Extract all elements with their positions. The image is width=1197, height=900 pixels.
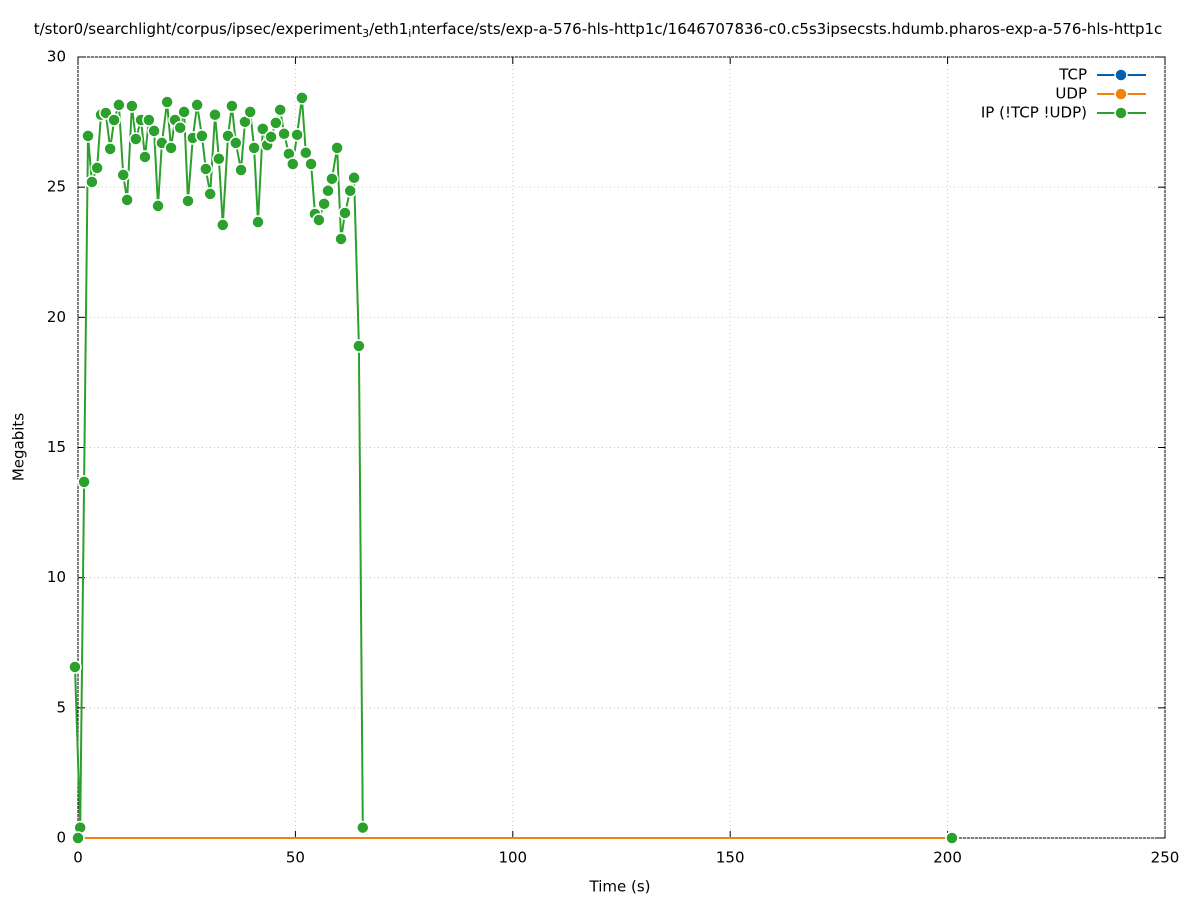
x-tick-label: 100	[498, 849, 527, 867]
data-point	[151, 199, 165, 213]
y-tick-label: 0	[56, 829, 66, 847]
data-point	[277, 127, 291, 141]
data-point	[334, 232, 348, 246]
data-point	[251, 215, 265, 229]
data-point	[352, 339, 366, 353]
x-axis-label: Time (s)	[589, 878, 651, 896]
data-point	[317, 197, 331, 211]
data-point	[338, 206, 352, 220]
data-point	[85, 175, 99, 189]
data-point	[160, 95, 174, 109]
legend-label: TCP	[1058, 66, 1087, 84]
data-point	[229, 136, 243, 150]
legend-label: UDP	[1055, 85, 1087, 103]
data-point	[225, 99, 239, 113]
data-point	[347, 171, 361, 185]
x-tick-label: 0	[73, 849, 83, 867]
y-axis-label: Megabits	[10, 413, 28, 481]
series-line	[75, 98, 952, 838]
data-point	[273, 103, 287, 117]
legend-swatch	[1114, 87, 1128, 101]
data-point	[147, 124, 161, 138]
data-point	[68, 660, 82, 674]
y-tick-label: 15	[47, 438, 66, 456]
data-point	[120, 193, 134, 207]
x-tick-label: 150	[716, 849, 745, 867]
data-point	[243, 105, 257, 119]
legend-swatch	[1114, 68, 1128, 82]
data-point	[190, 98, 204, 112]
data-point	[195, 129, 209, 143]
data-point	[125, 99, 139, 113]
x-tick-label: 250	[1151, 849, 1180, 867]
data-point	[173, 121, 187, 135]
chart-title: t/stor0/searchlight/corpus/ipsec/experim…	[34, 20, 1163, 41]
data-point	[181, 194, 195, 208]
x-tick-label: 200	[933, 849, 962, 867]
data-point	[71, 831, 85, 845]
data-point	[142, 113, 156, 127]
data-point	[286, 157, 300, 171]
data-point	[112, 98, 126, 112]
data-point	[107, 113, 121, 127]
data-point	[199, 162, 213, 176]
data-point	[208, 108, 222, 122]
data-point	[330, 141, 344, 155]
data-point	[138, 150, 152, 164]
data-point	[299, 146, 313, 160]
data-point	[295, 91, 309, 105]
data-point	[321, 184, 335, 198]
data-point	[129, 132, 143, 146]
data-point	[356, 820, 370, 835]
data-point	[343, 184, 357, 198]
data-point	[304, 157, 318, 171]
data-point	[203, 187, 217, 201]
y-tick-label: 25	[47, 178, 66, 196]
data-point	[116, 168, 130, 182]
data-point	[103, 142, 117, 156]
data-point	[247, 141, 261, 155]
data-point	[290, 128, 304, 142]
data-point	[81, 129, 95, 143]
data-point	[264, 130, 278, 144]
legend-swatch	[1114, 106, 1128, 120]
data-point	[90, 161, 104, 175]
y-tick-label: 10	[47, 568, 66, 586]
data-point	[177, 105, 191, 119]
x-tick-label: 50	[286, 849, 305, 867]
data-point	[325, 172, 339, 186]
data-point	[212, 152, 226, 166]
data-point	[945, 831, 959, 845]
data-point	[256, 122, 270, 136]
data-point	[77, 475, 91, 489]
y-tick-label: 20	[47, 308, 66, 326]
y-tick-label: 5	[56, 698, 66, 716]
data-point	[164, 141, 178, 155]
y-tick-label: 30	[47, 48, 66, 66]
data-point	[234, 163, 248, 177]
data-point	[312, 213, 326, 227]
data-point	[216, 218, 230, 232]
data-point	[269, 116, 283, 130]
legend-label: IP (!TCP !UDP)	[981, 104, 1087, 122]
